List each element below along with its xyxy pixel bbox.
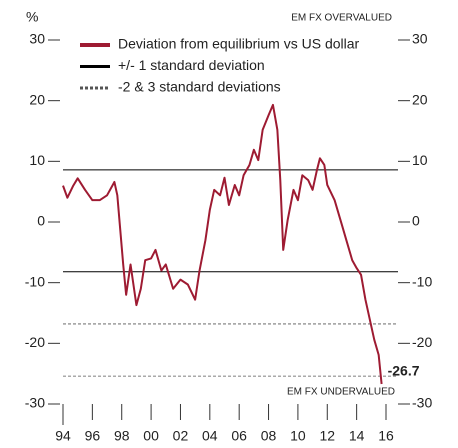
x-tick-label: 16: [378, 428, 394, 444]
top-note: EM FX OVERVALUED: [291, 13, 392, 24]
y-unit: %: [26, 9, 38, 25]
y-tick-label: 30: [29, 31, 45, 47]
x-tick-label: 02: [173, 428, 189, 444]
y-tick-label: 20: [29, 91, 45, 107]
x-tick-label: 00: [143, 428, 159, 444]
data-line: [62, 103, 383, 385]
x-tick-label: 06: [231, 428, 247, 444]
legend-label: +/- 1 standard deviation: [118, 57, 265, 73]
y-tick-label-right: 30: [412, 31, 428, 47]
y-tick-label: 10: [29, 152, 45, 168]
y-tick-label: -20: [25, 334, 45, 350]
x-tick-label: 98: [114, 428, 130, 444]
x-tick-label: 14: [349, 428, 365, 444]
y-tick-label-right: 20: [412, 91, 428, 107]
x-tick-label: 04: [202, 428, 218, 444]
y-tick-label-right: -10: [412, 273, 432, 289]
y-tick-label-right: -20: [412, 334, 432, 350]
y-tick-label: 0: [37, 213, 45, 229]
y-tick-label: -10: [25, 273, 45, 289]
y-tick-label-right: -30: [412, 395, 432, 411]
y-tick-label-right: 0: [412, 213, 420, 229]
y-tick-label-right: 10: [412, 152, 428, 168]
x-tick-label: 94: [55, 428, 71, 444]
bottom-note: EM FX UNDERVALUED: [287, 387, 395, 398]
legend-label: Deviation from equilibrium vs US dollar: [118, 36, 360, 52]
end-label: -26.7: [388, 363, 420, 379]
y-tick-label: -30: [25, 395, 45, 411]
legend-label: -2 & 3 standard deviations: [118, 79, 281, 95]
x-tick-label: 10: [290, 428, 306, 444]
x-tick-label: 96: [85, 428, 101, 444]
x-tick-label: 08: [261, 428, 277, 444]
x-tick-label: 12: [319, 428, 335, 444]
